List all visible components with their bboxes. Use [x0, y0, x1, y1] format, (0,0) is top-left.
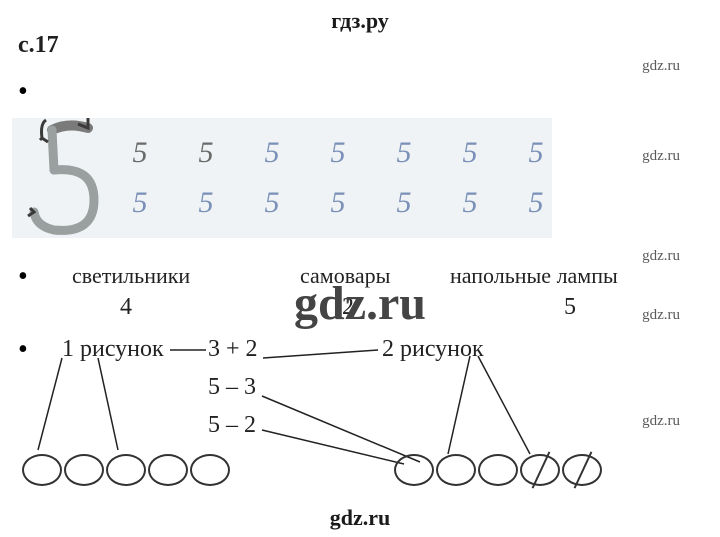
- digit: 5: [458, 136, 482, 170]
- math-expression: 5 – 3: [208, 374, 256, 401]
- circle: [436, 454, 476, 486]
- digit: 5: [392, 136, 416, 170]
- category-label: светильники: [72, 263, 190, 289]
- digit: 5: [128, 186, 152, 220]
- digit: 5: [326, 186, 350, 220]
- circles-right: [394, 454, 602, 486]
- circle: [64, 454, 104, 486]
- footer-title: gdz.ru: [0, 505, 720, 531]
- watermark: gdz.ru: [642, 307, 680, 324]
- circle: [22, 454, 62, 486]
- handwriting-grid: 5 5 5 5 5 5 5 5 5 5 5 5 5 5: [12, 118, 552, 238]
- watermark: gdz.ru: [642, 58, 680, 75]
- watermark: gdz.ru: [642, 248, 680, 265]
- circle: [394, 454, 434, 486]
- large-five-glyph: [18, 112, 114, 240]
- page-number: с.17: [18, 32, 59, 59]
- math-expression: 5 – 2: [208, 412, 256, 439]
- digit: 5: [524, 136, 548, 170]
- digit: 5: [260, 136, 284, 170]
- circles-left: [22, 454, 230, 486]
- digit: 5: [194, 186, 218, 220]
- bullet: •: [18, 263, 28, 291]
- circle-crossed: [562, 454, 602, 486]
- circle: [106, 454, 146, 486]
- category-label: напольные лампы: [450, 263, 618, 289]
- digit: 5: [128, 136, 152, 170]
- digit: 5: [326, 136, 350, 170]
- circle: [190, 454, 230, 486]
- bullet: •: [18, 336, 28, 364]
- watermark: gdz.ru: [642, 413, 680, 430]
- digit: 5: [260, 186, 284, 220]
- watermark: gdz.ru: [642, 148, 680, 165]
- circle: [148, 454, 188, 486]
- digit-row-1: 5 5 5 5 5 5 5: [128, 136, 548, 170]
- figure-label: 1 рисунок: [62, 336, 164, 363]
- digit: 5: [194, 136, 218, 170]
- bullet: •: [18, 78, 28, 106]
- digit-row-2: 5 5 5 5 5 5 5: [128, 186, 548, 220]
- figure-label: 2 рисунок: [382, 336, 484, 363]
- header-title: гдз.ру: [0, 8, 720, 34]
- math-expression: 3 + 2: [208, 336, 258, 363]
- watermark-center: gdz.ru: [294, 276, 426, 331]
- digit: 5: [524, 186, 548, 220]
- category-count: 5: [564, 294, 576, 321]
- circle-crossed: [520, 454, 560, 486]
- digit: 5: [458, 186, 482, 220]
- circle: [478, 454, 518, 486]
- page-root: гдз.ру с.17 gdz.ru gdz.ru gdz.ru gdz.ru …: [0, 0, 720, 537]
- digit: 5: [392, 186, 416, 220]
- category-count: 4: [120, 294, 132, 321]
